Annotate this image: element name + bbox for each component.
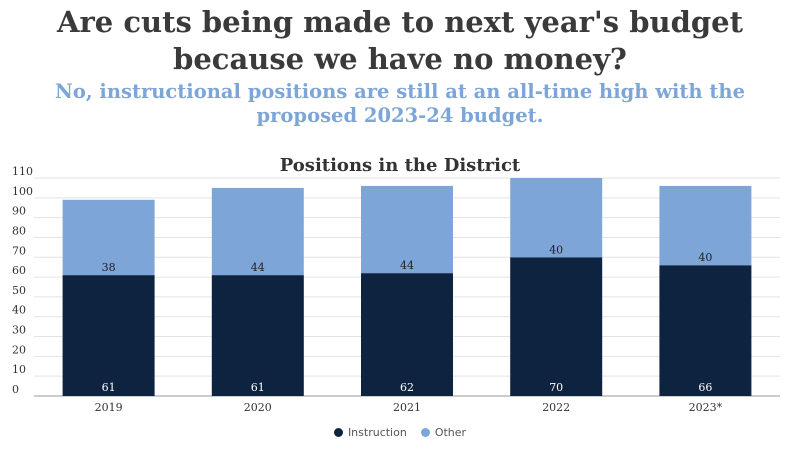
- y-tick-label: 40: [12, 304, 26, 317]
- data-label: 61: [102, 381, 116, 394]
- y-tick-label: 80: [12, 224, 26, 237]
- data-label: 40: [698, 251, 712, 264]
- y-tick-label: 10: [12, 363, 26, 376]
- bar-instruction: [211, 275, 304, 396]
- page-subtitle: No, instructional positions are still at…: [55, 80, 745, 127]
- y-tick-label: 20: [12, 343, 26, 356]
- legend-label-other: Other: [434, 426, 467, 439]
- bar-other: [659, 185, 752, 266]
- y-tick-label: 100: [12, 185, 33, 198]
- data-label: 38: [102, 261, 116, 274]
- x-tick-label: 2022: [542, 401, 570, 414]
- bar-other: [62, 199, 155, 276]
- chart-title: Positions in the District: [279, 155, 521, 176]
- chart-legend: Instruction Other: [0, 426, 800, 439]
- data-label: 44: [400, 259, 414, 272]
- y-tick-label: 30: [12, 324, 26, 337]
- data-label: 61: [251, 381, 265, 394]
- y-tick-label: 110: [12, 165, 33, 178]
- y-tick-label: 60: [12, 264, 26, 277]
- y-tick-label: 70: [12, 244, 26, 257]
- x-tick-label: 2023*: [689, 401, 723, 414]
- x-tick-label: 2021: [393, 401, 421, 414]
- y-tick-label: 90: [12, 205, 26, 218]
- bar-other: [211, 187, 304, 276]
- y-tick-label: 50: [12, 284, 26, 297]
- legend-label-instruction: Instruction: [347, 426, 407, 439]
- legend-item-instruction[interactable]: Instruction: [333, 426, 407, 439]
- data-label: 70: [549, 381, 563, 394]
- data-label: 62: [400, 381, 414, 394]
- y-tick-label: 0: [12, 383, 19, 396]
- legend-swatch-instruction: [333, 428, 343, 437]
- data-label: 44: [251, 261, 265, 274]
- legend-swatch-other: [420, 428, 430, 437]
- legend-item-other[interactable]: Other: [420, 426, 467, 439]
- data-label: 66: [698, 381, 712, 394]
- bar-instruction: [62, 275, 155, 396]
- data-label: 40: [549, 243, 563, 256]
- x-tick-label: 2020: [244, 401, 272, 414]
- bar-other: [361, 185, 453, 274]
- bar-instruction: [659, 265, 752, 396]
- page-title: Are cuts being made to next year's budge…: [57, 5, 743, 76]
- x-tick-label: 2019: [95, 401, 123, 414]
- bar-instruction: [361, 273, 453, 396]
- bar-instruction: [510, 257, 603, 396]
- bar-other: [510, 178, 603, 258]
